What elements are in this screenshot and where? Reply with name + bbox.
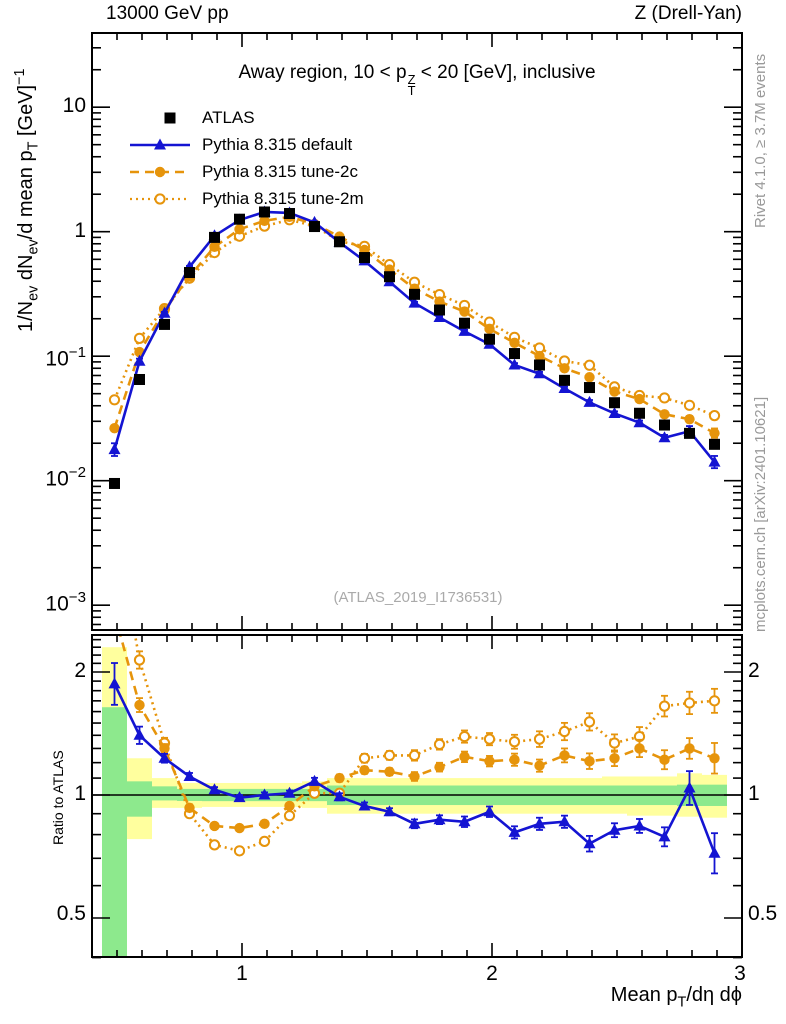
y-tick-1e-2: 10−2 [45, 464, 86, 491]
panel-title-text-2: < 20 [GeV], inclusive [415, 62, 596, 83]
legend: ATLAS Pythia 8.315 default Pythia 8.315 … [126, 104, 364, 212]
y-tick-10: 10 [62, 94, 86, 117]
dashed-circle-icon [130, 166, 190, 177]
triangle-line-icon [130, 138, 190, 149]
ratio-tick-1-left: 1 [74, 782, 86, 805]
rivet-version-note: Rivet 4.1.0, ≥ 3.7M events [752, 53, 769, 228]
ratio-axis-title: Ratio to ATLAS [50, 750, 66, 845]
y-tick-1e-1: 10−1 [45, 344, 86, 371]
legend-item-tune-2c: Pythia 8.315 tune-2c [126, 158, 364, 185]
ratio-tick-05-right: 0.5 [748, 902, 778, 925]
x-tick-2: 2 [486, 962, 498, 985]
x-tick-1: 1 [236, 962, 248, 985]
ratio-series-circle [119, 635, 720, 834]
ratio-tick-2-right: 2 [748, 659, 760, 682]
ratio-panel-frame [91, 634, 743, 958]
legend-label-tune-2m: Pythia 8.315 tune-2m [202, 188, 364, 208]
x-tick-3: 3 [734, 962, 746, 985]
atlas-data-points [109, 206, 720, 489]
y-tick-1e-3: 10−3 [45, 589, 86, 616]
legend-label-atlas: ATLAS [202, 107, 255, 127]
process-label: Z (Drell-Yan) [634, 3, 742, 24]
ratio-tick-2-left: 2 [74, 659, 86, 682]
ratio-series-circle-open [133, 635, 721, 857]
main-series-circle [109, 211, 720, 439]
pt-subscript: T [407, 83, 416, 99]
legend-item-atlas: ATLAS [126, 104, 364, 131]
ratio-tick-05-left: 0.5 [56, 902, 86, 925]
dotted-open-circle-icon [130, 192, 190, 205]
legend-item-tune-2m: Pythia 8.315 tune-2m [126, 185, 364, 212]
analysis-watermark: (ATLAS_2019_I1736531) [333, 589, 503, 606]
legend-label-pythia-default: Pythia 8.315 default [202, 134, 353, 154]
y-tick-1: 1 [74, 219, 86, 242]
uncertainty-bands [102, 647, 727, 957]
main-series-circle-open [108, 214, 721, 422]
main-series-triangle [108, 205, 721, 470]
x-axis-title: Mean pT/dη dϕ [610, 984, 742, 1011]
ratio-series-triangle [108, 662, 721, 875]
panel-title-text: Away region, 10 < p [238, 62, 407, 83]
axis-ticks [92, 33, 743, 959]
beam-energy-label: 13000 GeV pp [106, 3, 229, 24]
atlas-square-icon [164, 112, 176, 123]
ratio-tick-1-right: 1 [748, 782, 760, 805]
main-panel-frame [91, 32, 743, 631]
mcplots-arxiv-note: mcplots.cern.ch [arXiv:2401.10621] [752, 396, 769, 632]
legend-item-pythia-default: Pythia 8.315 default [126, 131, 364, 158]
legend-label-tune-2c: Pythia 8.315 tune-2c [202, 161, 358, 181]
pt-superscript: Z [407, 72, 416, 88]
y-axis-title: 1/Nev dNev/d mean pT [GeV]−1 [12, 68, 42, 332]
